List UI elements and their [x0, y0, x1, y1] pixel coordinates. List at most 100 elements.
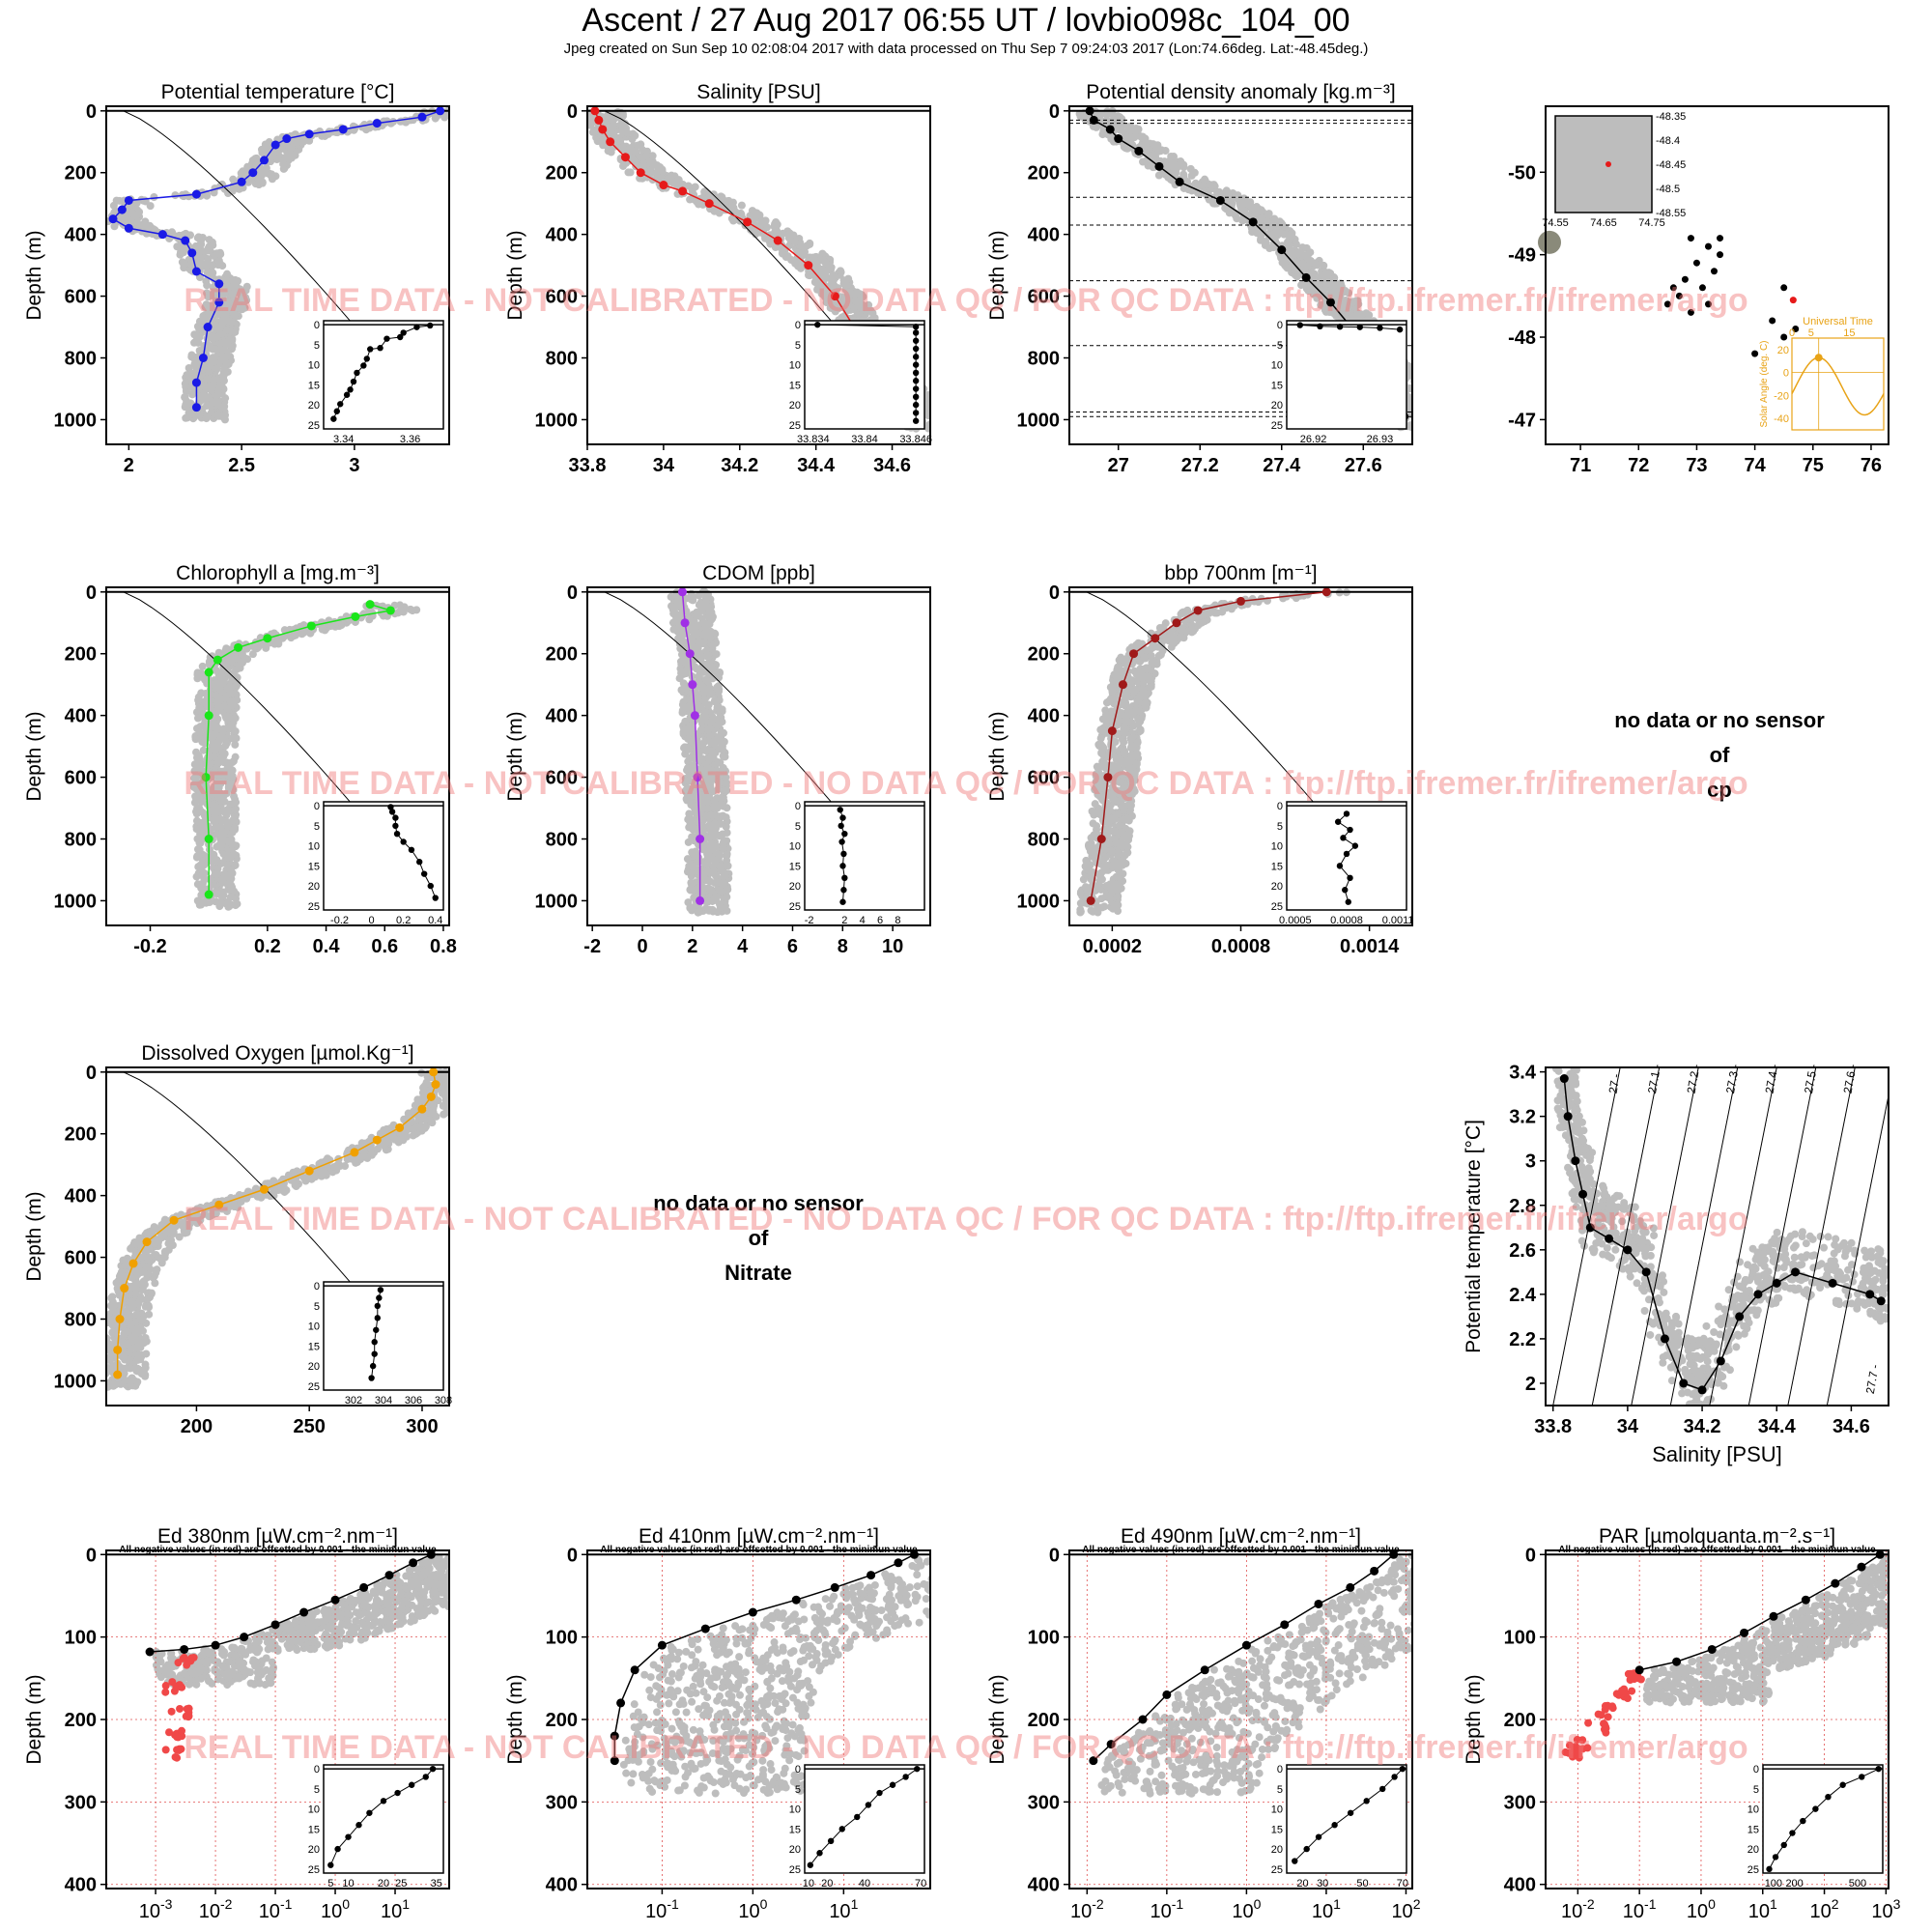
page-title: Ascent / 27 Aug 2017 06:55 UT / lovbio09… [582, 2, 1350, 39]
history-point [1420, 421, 1428, 429]
history-point [693, 790, 701, 799]
history-point [935, 417, 943, 425]
y-tick-label: 600 [65, 287, 97, 308]
inset-y-tick-label: 25 [789, 420, 801, 432]
history-point [1140, 135, 1149, 144]
inset-point [397, 333, 404, 341]
x-tick-label: 73 [1686, 455, 1707, 476]
history-point [1118, 116, 1126, 125]
history-point [229, 734, 238, 743]
history-point [208, 384, 216, 392]
y-tick-label: -49 [1508, 245, 1536, 267]
track-point [1792, 325, 1800, 332]
y-tick-label: 400 [1028, 225, 1060, 246]
solar-x-label: 5 [1808, 327, 1814, 339]
inset-point [1317, 323, 1323, 330]
history-point [220, 290, 229, 298]
inset-map-x-label: 74.65 [1590, 217, 1617, 229]
history-point [705, 905, 714, 914]
history-point [135, 208, 144, 216]
inset-point [912, 410, 920, 416]
history-point [719, 843, 727, 852]
inset-map-y-label: -48.5 [1656, 184, 1680, 195]
history-point [1240, 211, 1249, 219]
inset-frame [804, 320, 925, 430]
inset-y-tick-label: 0 [795, 801, 801, 812]
y-tick-label: 600 [546, 287, 578, 308]
inset-point [839, 898, 846, 905]
history-point [269, 151, 277, 159]
history-point [701, 620, 710, 629]
history-point [187, 351, 196, 359]
history-point [452, 110, 460, 118]
history-point [719, 728, 727, 737]
history-point [590, 128, 599, 136]
inset-point [416, 859, 423, 866]
inset-map-frame [1554, 115, 1653, 213]
history-point [219, 368, 228, 377]
x-tick-label: 0.4 [313, 936, 341, 957]
inset-x-tick-label: 2 [841, 915, 847, 926]
history-point [192, 816, 201, 825]
x-tick-label: 27.4 [1263, 455, 1301, 476]
history-point [177, 245, 185, 254]
profile-point [1154, 161, 1164, 171]
history-point [1297, 281, 1306, 290]
history-point [682, 726, 691, 735]
history-point [202, 277, 211, 286]
history-point [699, 684, 708, 693]
history-point [193, 896, 202, 905]
plot-frame [1068, 105, 1413, 445]
history-point [238, 650, 246, 659]
plot-title: Chlorophyll a [mg.m⁻³] [176, 562, 380, 584]
history-point [648, 152, 657, 160]
history-point [1319, 285, 1327, 294]
y-tick-label: 0 [1049, 101, 1060, 123]
history-point [239, 296, 247, 304]
history-point [721, 871, 729, 880]
inset-profile-line [1299, 325, 1401, 330]
history-point [646, 167, 655, 176]
profile-point [213, 655, 222, 665]
inset-x-tick-label: 4 [860, 915, 866, 926]
history-point [201, 393, 210, 402]
history-point [1081, 115, 1090, 124]
inset-point [814, 321, 821, 328]
history-point [1225, 189, 1234, 198]
history-point [736, 210, 745, 218]
history-point [1426, 411, 1434, 418]
history-point [697, 754, 706, 763]
history-point [217, 898, 226, 907]
history-point [223, 808, 232, 816]
history-point [933, 402, 941, 410]
history-point [215, 346, 224, 355]
history-point [205, 309, 213, 318]
history-point [1312, 290, 1321, 298]
solar-current-point [1814, 354, 1823, 362]
x-tick-label: 74 [1744, 455, 1766, 476]
history-point [1416, 424, 1424, 432]
history-point [240, 288, 248, 297]
history-point [705, 867, 714, 876]
history-point [193, 852, 202, 861]
inset-y-tick-label: 20 [789, 400, 801, 412]
history-point [708, 192, 717, 201]
inset-x-tick-label: 3.36 [400, 434, 420, 445]
profile-point [620, 153, 630, 162]
history-point [687, 878, 696, 887]
inset-point [837, 807, 843, 813]
history-point [1285, 240, 1293, 248]
inset-frame [804, 801, 925, 911]
profile-point [351, 611, 360, 621]
history-point [722, 813, 730, 822]
x-tick-label: 8 [838, 936, 848, 957]
history-point [813, 285, 822, 294]
track-point [1687, 308, 1694, 316]
history-point [137, 221, 146, 230]
y-tick-label: 0 [567, 101, 578, 123]
x-tick-label: -2 [583, 936, 601, 957]
inset-point [413, 324, 420, 330]
history-point [686, 793, 695, 802]
history-point [1415, 384, 1423, 392]
inset-x-tick-label: 26.92 [1300, 434, 1327, 445]
